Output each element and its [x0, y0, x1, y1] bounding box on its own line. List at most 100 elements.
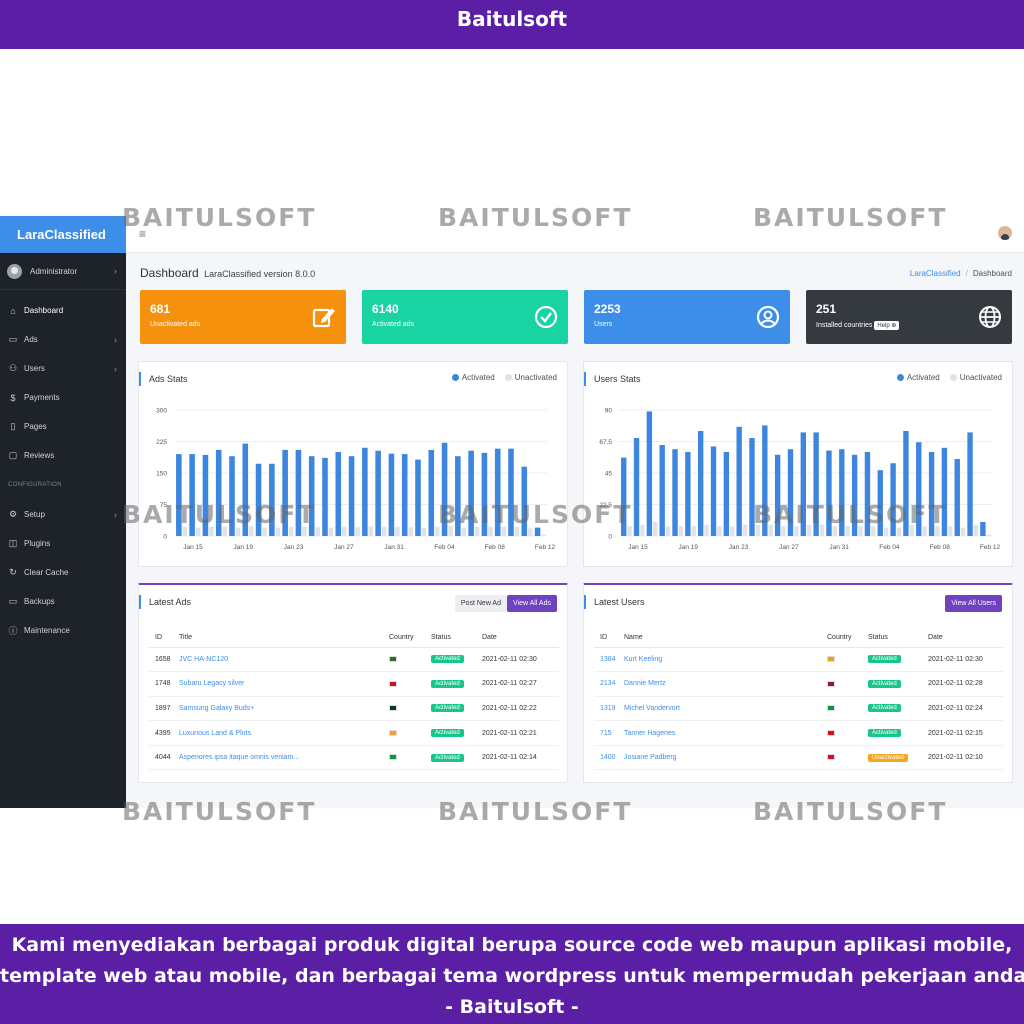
legend-item-activated[interactable]: Activated — [451, 373, 495, 382]
bar-unactivated[interactable] — [704, 524, 709, 536]
row-title-link[interactable]: JVC HA-NC120 — [179, 655, 229, 663]
row-title[interactable]: Samsung Galaxy Buds+ — [179, 696, 389, 722]
bar-activated[interactable] — [954, 459, 960, 536]
bar-unactivated[interactable] — [528, 528, 533, 536]
sidebar-item-clear-cache[interactable]: ↻ Clear Cache — [0, 558, 126, 587]
stat-activated-ads[interactable]: 6140 Activated ads — [362, 290, 568, 344]
bar-unactivated[interactable] — [328, 527, 334, 536]
row-id-link[interactable]: 715 — [600, 729, 612, 737]
bar-unactivated[interactable] — [640, 524, 645, 536]
bar-unactivated[interactable] — [730, 526, 735, 536]
legend-item-unactivated[interactable]: Unactivated — [504, 373, 557, 382]
bar-unactivated[interactable] — [819, 524, 825, 536]
bar-activated[interactable] — [877, 470, 883, 536]
bar-activated[interactable] — [348, 456, 355, 536]
bar-unactivated[interactable] — [935, 526, 940, 536]
bar-unactivated[interactable] — [195, 527, 201, 536]
bar-activated[interactable] — [494, 448, 501, 536]
bar-unactivated[interactable] — [501, 526, 506, 536]
bar-activated[interactable] — [335, 452, 342, 536]
bar-activated[interactable] — [534, 527, 541, 536]
bar-unactivated[interactable] — [678, 526, 684, 536]
stat-unactivated-ads[interactable]: 681 Unactivated ads — [140, 290, 346, 344]
bar-unactivated[interactable] — [514, 526, 520, 536]
bar-unactivated[interactable] — [222, 526, 227, 536]
bar-unactivated[interactable] — [627, 526, 632, 536]
bar-unactivated[interactable] — [986, 534, 991, 536]
bar-activated[interactable] — [800, 432, 806, 536]
row-id-link[interactable]: 2134 — [600, 680, 616, 688]
bar-activated[interactable] — [388, 453, 395, 536]
bar-activated[interactable] — [202, 454, 209, 536]
bar-activated[interactable] — [839, 449, 845, 536]
stat-users[interactable]: 2253 Users — [584, 290, 790, 344]
row-title[interactable]: Josiane Padberg — [624, 745, 827, 771]
row-title-link[interactable]: Samsung Galaxy Buds+ — [179, 704, 255, 712]
stat-installed-countries[interactable]: 251 Installed countries Help ⊕ — [806, 290, 1012, 344]
bar-activated[interactable] — [282, 449, 288, 536]
bar-activated[interactable] — [415, 459, 421, 536]
bar-unactivated[interactable] — [717, 526, 722, 536]
bar-unactivated[interactable] — [871, 526, 876, 536]
bar-activated[interactable] — [787, 449, 794, 536]
bar-activated[interactable] — [633, 438, 640, 536]
bar-activated[interactable] — [441, 442, 448, 536]
row-title-link[interactable]: Kurt Keeling — [624, 655, 663, 663]
bar-activated[interactable] — [508, 448, 514, 536]
bar-unactivated[interactable] — [883, 527, 889, 536]
bar-unactivated[interactable] — [845, 526, 850, 536]
bar-unactivated[interactable] — [653, 522, 658, 536]
legend-item-unactivated[interactable]: Unactivated — [949, 373, 1002, 382]
bar-activated[interactable] — [864, 452, 871, 536]
bar-unactivated[interactable] — [395, 526, 400, 536]
bar-unactivated[interactable] — [342, 526, 347, 536]
bar-activated[interactable] — [362, 447, 368, 536]
brand-logo[interactable]: LaraClassified — [0, 216, 126, 253]
view-all-ads-button[interactable]: View All Ads — [506, 595, 557, 612]
row-id-link[interactable]: 1400 — [600, 754, 616, 762]
row-title-link[interactable]: Subaru Legacy silver — [179, 680, 245, 688]
bar-activated[interactable] — [322, 457, 328, 536]
bar-activated[interactable] — [890, 463, 896, 536]
bar-unactivated[interactable] — [896, 527, 902, 536]
breadcrumb-home-link[interactable]: LaraClassified — [909, 269, 961, 278]
bar-activated[interactable] — [967, 432, 973, 536]
row-id[interactable]: 715 — [594, 720, 624, 746]
bar-unactivated[interactable] — [807, 524, 812, 536]
bar-unactivated[interactable] — [249, 525, 254, 536]
bar-activated[interactable] — [659, 445, 665, 536]
bar-unactivated[interactable] — [421, 527, 427, 536]
row-id[interactable]: 1319 — [594, 696, 624, 722]
bar-activated[interactable] — [255, 463, 262, 536]
row-title[interactable]: Tanner Hagenes — [624, 720, 827, 746]
bar-activated[interactable] — [428, 449, 435, 536]
bar-activated[interactable] — [941, 447, 948, 536]
bar-unactivated[interactable] — [288, 526, 294, 536]
sidebar-item-plugins[interactable]: ◫ Plugins — [0, 529, 126, 558]
bar-unactivated[interactable] — [858, 526, 863, 536]
row-title[interactable]: Asperiores ipsa itaque omnis veniam... — [179, 745, 389, 771]
bar-unactivated[interactable] — [768, 524, 773, 536]
row-title[interactable]: Kurt Keeling — [624, 647, 827, 673]
bar-unactivated[interactable] — [182, 526, 188, 536]
bar-unactivated[interactable] — [742, 524, 748, 536]
bar-activated[interactable] — [826, 450, 832, 536]
bar-activated[interactable] — [481, 452, 488, 536]
bar-unactivated[interactable] — [755, 524, 760, 536]
row-title[interactable]: Dannie Mertz — [624, 671, 827, 697]
bar-activated[interactable] — [176, 454, 182, 536]
bar-activated[interactable] — [710, 446, 717, 536]
bar-activated[interactable] — [215, 449, 222, 536]
row-title-link[interactable]: Dannie Mertz — [624, 680, 666, 688]
bar-unactivated[interactable] — [665, 526, 671, 536]
bar-activated[interactable] — [749, 438, 755, 536]
bar-unactivated[interactable] — [474, 526, 480, 536]
bar-activated[interactable] — [672, 449, 678, 536]
bar-unactivated[interactable] — [541, 534, 546, 536]
bar-activated[interactable] — [774, 454, 781, 536]
bar-activated[interactable] — [762, 425, 768, 536]
bar-unactivated[interactable] — [691, 526, 696, 536]
row-id-link[interactable]: 1319 — [600, 704, 616, 712]
bar-unactivated[interactable] — [448, 525, 453, 536]
bar-activated[interactable] — [242, 443, 249, 536]
